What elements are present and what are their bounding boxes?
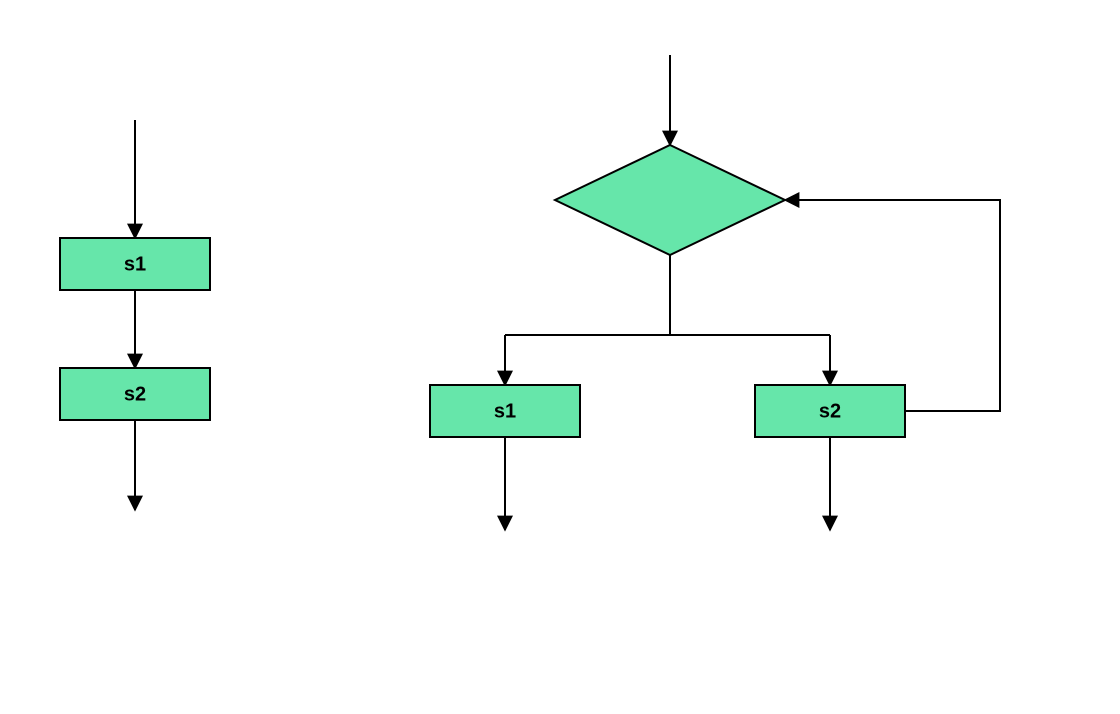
decision-diamond-R_dec [555, 145, 785, 255]
box-label: s2 [124, 383, 146, 405]
box-label: s1 [124, 253, 146, 275]
process-box-R_s1: s1 [430, 385, 580, 437]
flowchart-diagram: s1 s2 s1 s2 [0, 0, 1120, 714]
box-label: s1 [494, 400, 516, 422]
process-box-L_s2: s2 [60, 368, 210, 420]
box-label: s2 [819, 400, 841, 422]
process-box-R_s2: s2 [755, 385, 905, 437]
edge-R_loop [785, 200, 1000, 411]
process-box-L_s1: s1 [60, 238, 210, 290]
